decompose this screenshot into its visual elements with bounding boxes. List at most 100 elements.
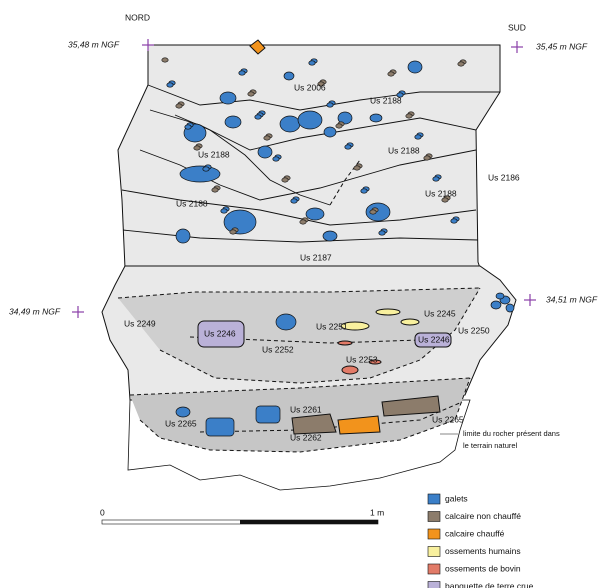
layer-dash [139,377,471,453]
legend-swatch [427,493,441,505]
small-limestone [353,165,361,171]
elevation-label: 35,48 m NGF [68,39,120,49]
scale-end: 1 m [370,507,384,517]
earth-bench [197,320,245,348]
bovine-bone [337,340,353,346]
pebble [322,230,338,242]
note-text: le terrain naturel [463,441,518,450]
unit-label: Us 2245 [424,308,456,318]
bovine-bone [341,365,359,375]
layer-line [147,84,500,111]
small-pebble [308,60,316,66]
human-bone [400,318,420,326]
elevation-label: 34,51 m NGF [546,294,598,304]
small-limestone [369,209,377,215]
layer-dash [159,287,481,384]
scale-bar-fill [240,520,378,524]
small-limestone [405,113,413,119]
legend-label: banquette de terre crue [445,581,534,588]
pebble [175,228,191,244]
small-pebble [326,102,334,108]
unit-label: Us 2261 [290,404,322,414]
unit-label: Us 2265 [165,418,197,428]
pebble [323,126,337,138]
pebble [283,71,295,81]
elevation-label: 34,49 m NGF [9,306,61,316]
unit-label: Us 2188 [198,149,230,159]
small-pebble [202,166,210,172]
layer-dash [199,401,463,433]
unit-label: Us 2252 [262,344,294,354]
legend-swatch [427,511,441,522]
small-limestone [457,61,465,67]
small-pebble [272,156,280,162]
unit-label: Us 2246 [204,328,236,338]
legend-swatch [427,528,441,540]
bovine-bone [368,359,382,365]
pebble [297,110,323,130]
pebble [223,209,257,235]
unit-label: Us 2186 [488,172,520,182]
unit-label: Us 2262 [290,432,322,442]
pebble [365,202,391,222]
small-pebble [254,114,262,120]
small-pebble [360,188,368,194]
small-pebble [220,208,228,214]
layer-dash [117,287,481,299]
pebble [179,165,221,183]
legend-swatch [427,546,441,557]
pebble [257,145,273,159]
unit-label: Us 2249 [124,318,156,328]
pebble [205,417,235,437]
scale-start: 0 [100,507,105,517]
legend: galets calcaire non chauffé calcaire chauf… [427,493,534,588]
small-limestone [175,103,183,109]
small-limestone [335,123,343,129]
unit-label: Us 2188 [176,198,208,208]
pebble [255,405,281,424]
small-pebble [344,144,352,150]
pebble [175,406,191,418]
heated-limestone [337,415,381,435]
unit-label: Us 2188 [425,188,457,198]
pebble [275,313,297,331]
human-bone [340,321,370,331]
small-pebble [378,230,386,236]
small-limestone [387,71,395,77]
human-bone [375,308,401,316]
small-limestone [281,177,289,183]
pebble [505,303,515,313]
heated-limestone [249,39,266,55]
stones [161,57,515,418]
layer-line [122,229,479,243]
pebble [369,113,383,123]
small-limestone [161,57,169,63]
small-pebble [238,70,246,76]
south-label: SUD [508,22,526,32]
small-pebble [184,124,192,130]
small-limestone [299,219,307,225]
legend-swatch [427,581,441,588]
small-pebble [396,92,404,98]
legend-label: galets [445,493,468,503]
small-limestone [229,229,237,235]
earth-bench [414,332,452,348]
pebble [219,91,237,105]
small-limestone [423,155,431,161]
pebble [407,60,423,74]
pebble [490,300,502,310]
unit-label: Us 2265 [432,414,464,424]
small-pebble [432,176,440,182]
pebble [305,207,325,221]
note-text: limite du rocher présent dans [463,429,560,438]
small-limestone [263,135,271,141]
unit-label: Us 2246 [418,334,450,344]
unit-label: Us 2188 [388,145,420,155]
small-pebble [166,82,174,88]
small-limestone [193,145,201,151]
limestone [291,413,337,435]
layer-line [139,149,477,201]
pebble [495,292,505,300]
small-limestone [247,91,255,97]
